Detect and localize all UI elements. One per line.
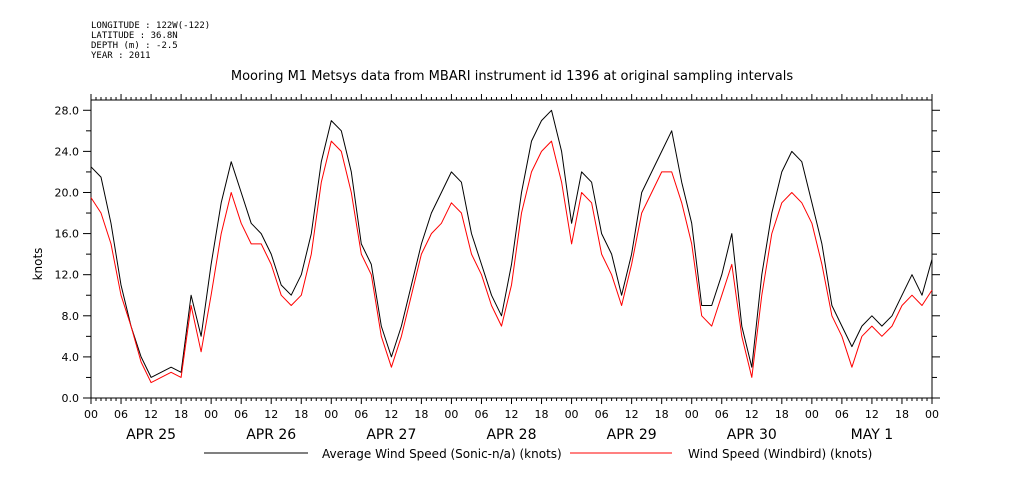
depth-label: DEPTH (m) : -2.5 — [91, 41, 178, 51]
x-tick-label: 06 — [835, 408, 849, 421]
x-tick-label: 00 — [805, 408, 819, 421]
x-tick-label: 00 — [444, 408, 458, 421]
series-line-windbird — [90, 140, 933, 384]
x-tick-label: 06 — [354, 408, 368, 421]
y-axis-label: knots — [31, 248, 45, 281]
x-tick-label: 00 — [685, 408, 699, 421]
x-tick-label: 18 — [414, 408, 428, 421]
y-tick-label: 8.0 — [62, 310, 80, 323]
x-tick-label: 12 — [505, 408, 519, 421]
x-tick-label: 06 — [715, 408, 729, 421]
x-tick-label: 18 — [535, 408, 549, 421]
plot-frame — [90, 99, 933, 399]
x-tick-label: 06 — [595, 408, 609, 421]
x-tick-label: 12 — [264, 408, 278, 421]
x-tick-label: 00 — [925, 408, 939, 421]
x-tick-label: 12 — [384, 408, 398, 421]
day-label: APR 29 — [607, 427, 657, 443]
day-label: APR 26 — [246, 427, 296, 443]
y-tick-label: 16.0 — [55, 228, 80, 241]
x-tick-label: 06 — [474, 408, 488, 421]
x-tick-label: 12 — [865, 408, 879, 421]
longitude-label: LONGITUDE : 122W(-122) — [91, 21, 210, 31]
x-tick-label: 18 — [655, 408, 669, 421]
latitude-label: LATITUDE : 36.8N — [91, 31, 178, 41]
y-tick-label: 12.0 — [55, 269, 80, 282]
day-label: APR 30 — [727, 427, 777, 443]
x-tick-label: 18 — [174, 408, 188, 421]
y-tick-label: 0.0 — [62, 392, 80, 405]
x-tick-label: 06 — [114, 408, 128, 421]
x-tick-label: 00 — [324, 408, 338, 421]
x-tick-label: 06 — [234, 408, 248, 421]
x-tick-label: 18 — [895, 408, 909, 421]
y-tick-label: 4.0 — [62, 351, 80, 364]
day-label: APR 25 — [126, 427, 176, 443]
year-label: YEAR : 2011 — [91, 51, 151, 61]
y-tick-label: 28.0 — [55, 104, 80, 117]
x-tick-label: 12 — [625, 408, 639, 421]
legend-label-windbird: Wind Speed (Windbird) (knots) — [688, 447, 872, 461]
series-group — [90, 109, 933, 384]
x-tick-label: 12 — [745, 408, 759, 421]
x-tick-label: 12 — [144, 408, 158, 421]
x-tick-label: 18 — [294, 408, 308, 421]
legend: Average Wind Speed (Sonic-n/a) (knots) W… — [204, 447, 872, 461]
x-tick-label: 00 — [204, 408, 218, 421]
legend-label-average: Average Wind Speed (Sonic-n/a) (knots) — [322, 447, 562, 461]
axis-ticks: 00 06 12 18 00 06 12 18 00 06 12 18 00 06 12 18 00 06 12 18… — [55, 94, 940, 443]
x-tick-label: 00 — [84, 408, 98, 421]
chart-title: Mooring M1 Metsys data from MBARI instru… — [231, 69, 793, 84]
y-tick-label: 24.0 — [55, 145, 80, 158]
day-label: APR 27 — [366, 427, 416, 443]
y-tick-label: 20.0 — [55, 186, 80, 199]
day-label: APR 28 — [486, 427, 536, 443]
x-tick-label: 00 — [565, 408, 579, 421]
series-line-average — [90, 109, 933, 378]
day-label: MAY 1 — [851, 427, 893, 443]
x-tick-label: 18 — [775, 408, 789, 421]
